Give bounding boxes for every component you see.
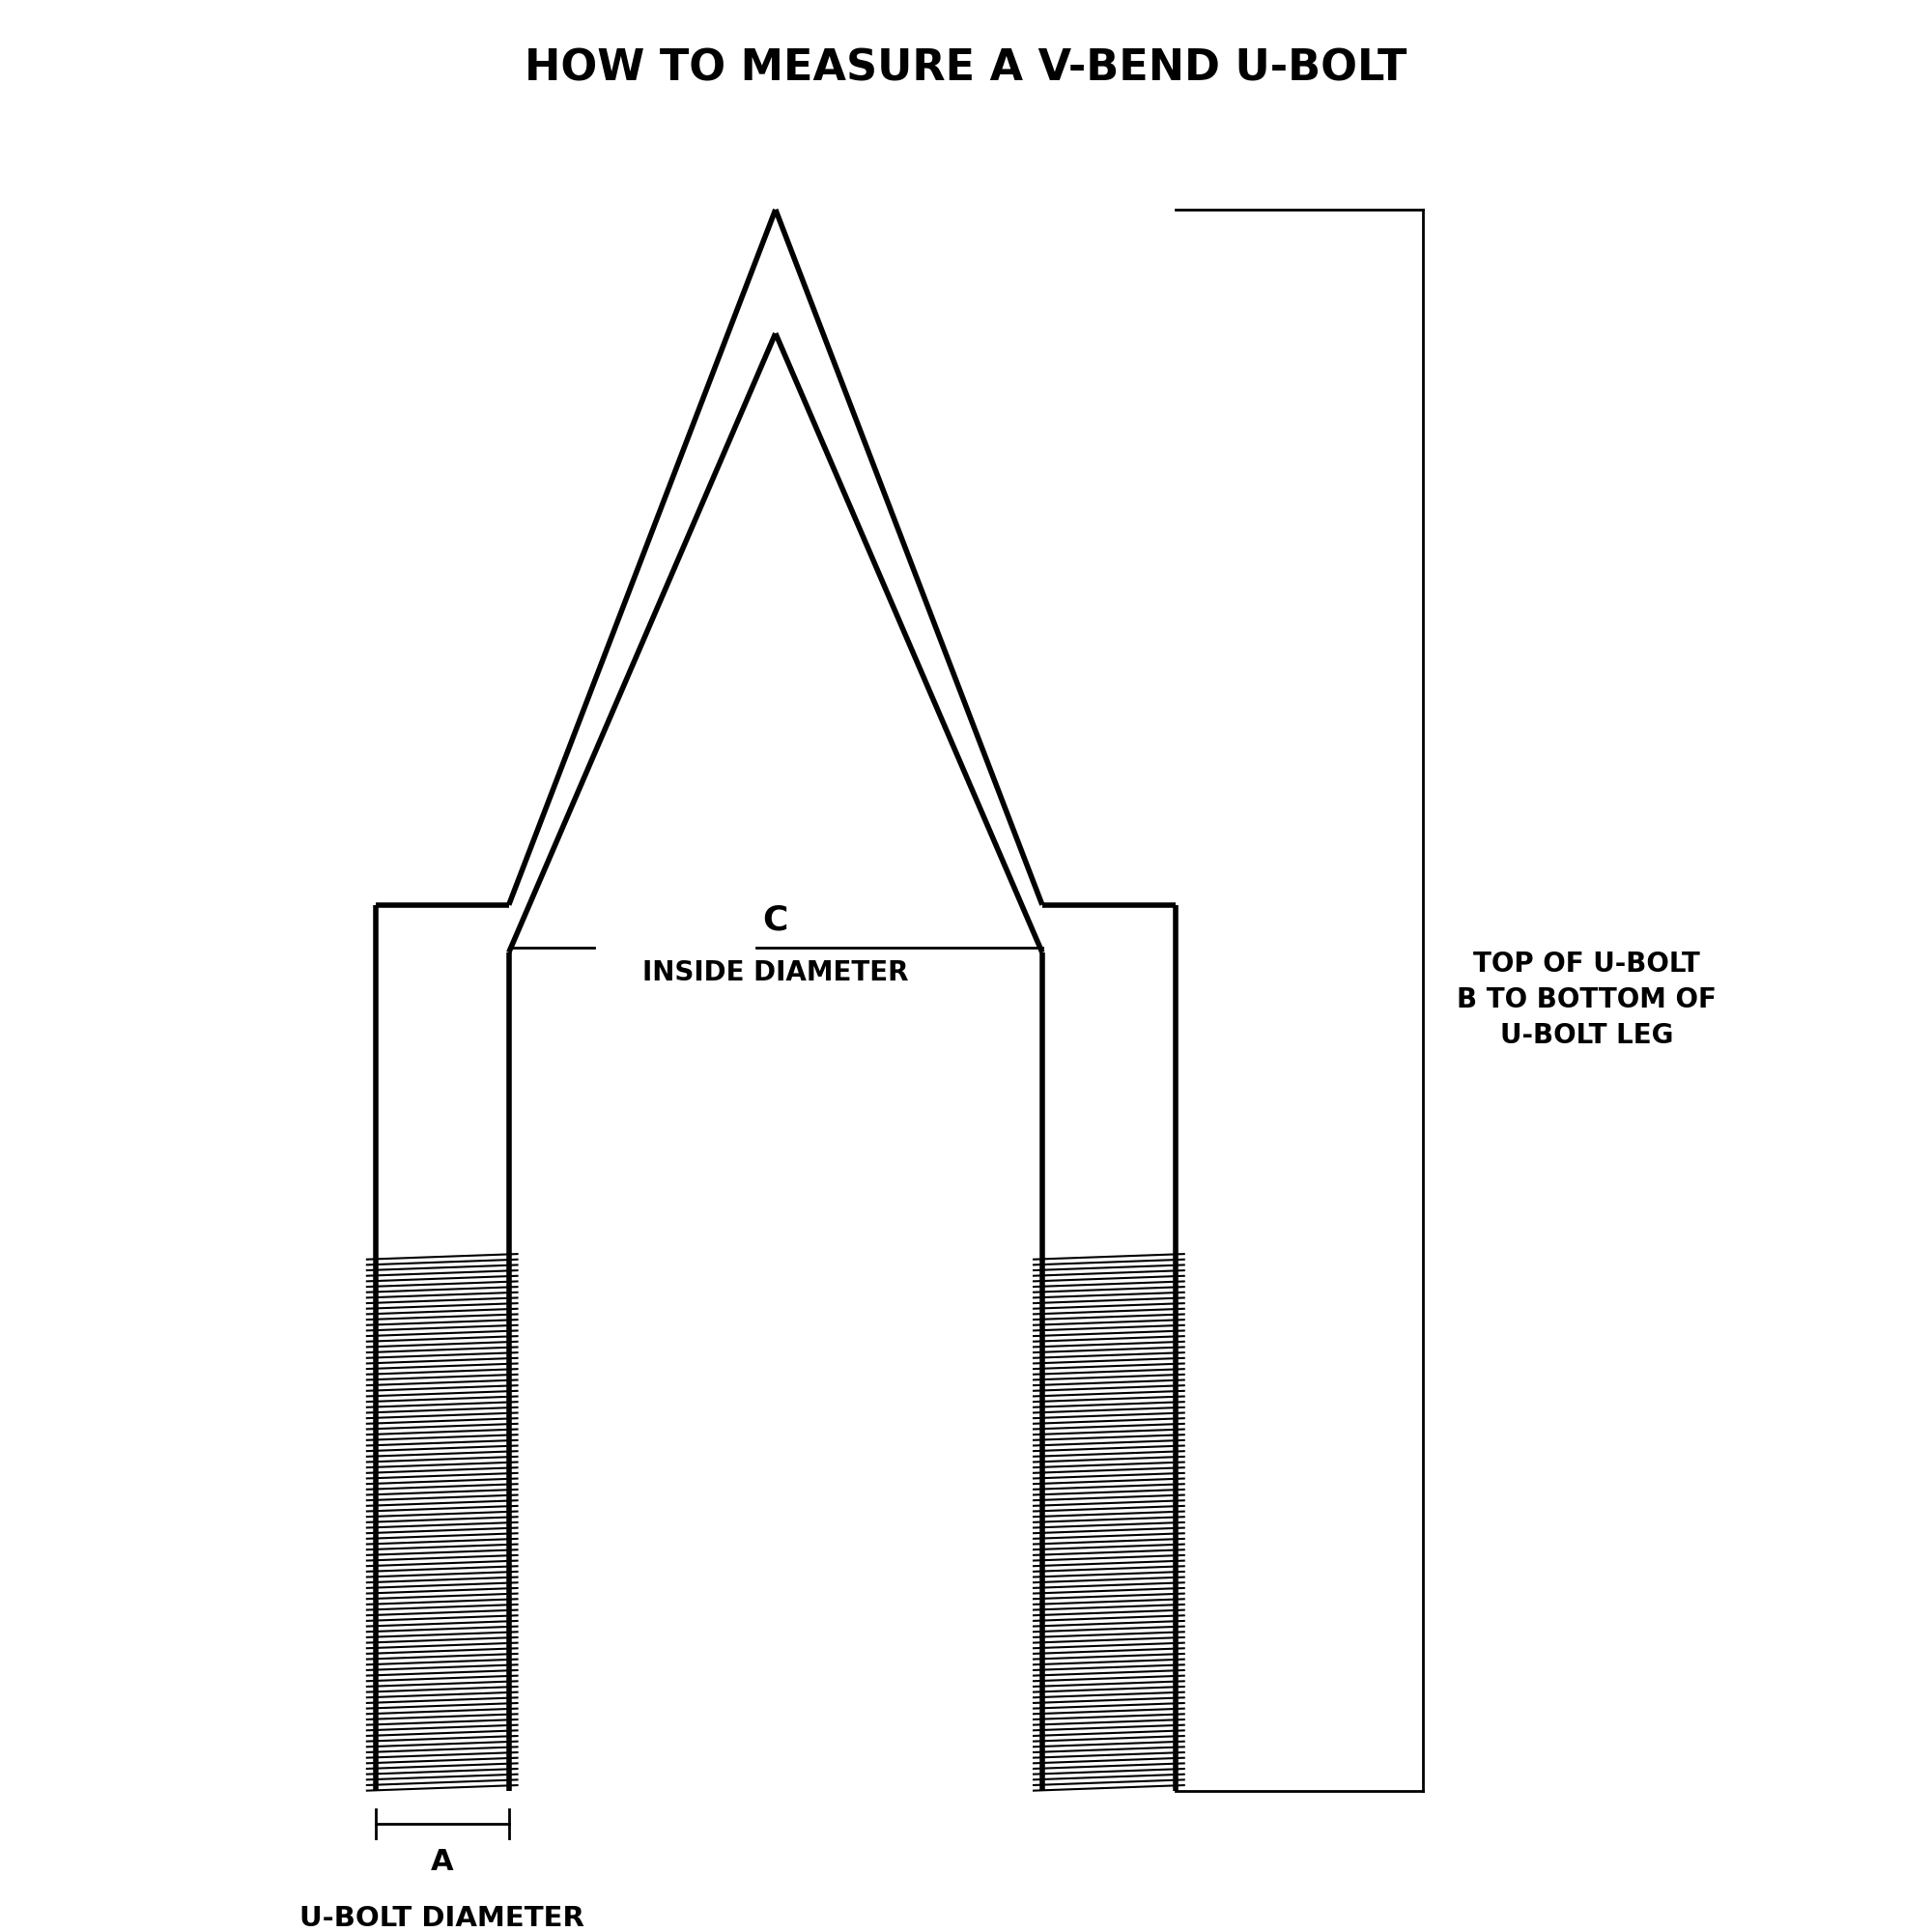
Text: TOP OF U-BOLT
B TO BOTTOM OF
U-BOLT LEG: TOP OF U-BOLT B TO BOTTOM OF U-BOLT LEG [1457, 951, 1716, 1049]
Text: A: A [431, 1847, 454, 1876]
Text: C: C [763, 904, 788, 937]
Text: U-BOLT DIAMETER: U-BOLT DIAMETER [299, 1905, 585, 1932]
Text: HOW TO MEASURE A V-BEND U-BOLT: HOW TO MEASURE A V-BEND U-BOLT [526, 48, 1406, 89]
Text: INSIDE DIAMETER: INSIDE DIAMETER [643, 958, 908, 985]
